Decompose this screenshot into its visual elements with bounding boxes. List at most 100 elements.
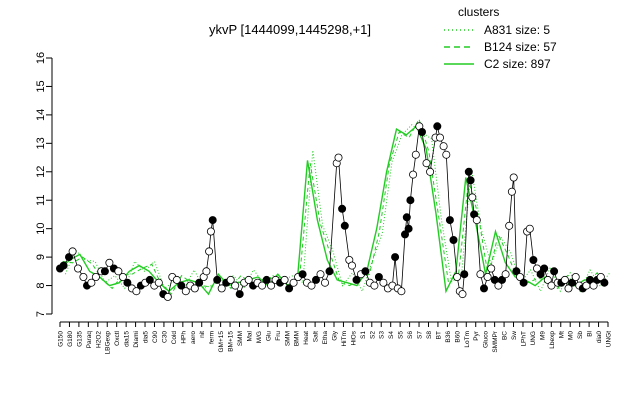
data-point-filled [235, 290, 244, 299]
x-tick-label: Gluco [483, 331, 490, 348]
data-point-filled [406, 196, 415, 205]
data-point-open [87, 278, 96, 287]
data-point-filled [352, 275, 361, 284]
data-point-filled [460, 270, 469, 279]
data-point-open [258, 281, 267, 290]
data-point-open [426, 167, 435, 176]
data-point-open [472, 216, 481, 225]
data-point-filled [433, 122, 442, 131]
data-point-filled [529, 255, 538, 264]
legend-title: clusters [458, 5, 499, 19]
x-tick-label: Paraq [86, 331, 93, 349]
data-point-open [505, 221, 514, 230]
data-point-open [74, 264, 83, 273]
data-point-open [307, 281, 316, 290]
x-tick-label: SMMPr [492, 330, 499, 353]
x-tick-label: S2 [369, 331, 376, 339]
data-point-open [494, 281, 503, 290]
data-point-filled [536, 270, 545, 279]
data-point-open [79, 272, 88, 281]
data-point-filled [177, 281, 186, 290]
x-tick-label: UNG [530, 331, 537, 345]
data-point-open [571, 272, 580, 281]
x-tick-label: S4 [388, 331, 395, 339]
x-tick-label: aero [190, 331, 197, 344]
data-point-filled [512, 267, 521, 276]
x-tick-label: Salt [313, 331, 320, 342]
data-point-filled [340, 221, 349, 230]
data-point-open [370, 281, 379, 290]
x-tick-label: M0 [568, 331, 575, 340]
data-point-filled [195, 278, 204, 287]
chart-title: ykvP [1444099,1445298,+1] [209, 22, 371, 37]
data-point-filled [145, 275, 154, 284]
data-point-open [422, 159, 431, 168]
legend-label: C2 size: 897 [484, 57, 551, 71]
data-point-open [468, 193, 477, 202]
data-point-filled [540, 264, 549, 273]
x-tick-label: G135 [76, 331, 83, 347]
x-tick-label: Sb [577, 331, 584, 339]
data-point-filled [466, 176, 475, 185]
x-tick-label: SMM [237, 331, 244, 346]
data-point-filled [338, 204, 347, 213]
x-tick-label: nit [199, 331, 206, 338]
data-point-filled [325, 267, 334, 276]
data-point-open [596, 272, 605, 281]
data-point-open [202, 267, 211, 276]
data-point-filled [298, 270, 307, 279]
x-tick-label: S3 [379, 331, 386, 339]
x-tick-label: S5 [398, 331, 405, 339]
data-point-open [206, 227, 215, 236]
data-point-open [397, 287, 406, 296]
legend-label: A831 size: 5 [484, 23, 550, 37]
data-point-open [509, 173, 518, 182]
data-point-open [226, 275, 235, 284]
x-tick-label: LPhT [520, 331, 527, 347]
data-point-filled [311, 275, 320, 284]
data-point-filled [391, 253, 400, 262]
data-point-filled [262, 275, 271, 284]
data-point-open [205, 247, 214, 256]
x-tick-label: GM+15 [218, 331, 225, 353]
data-point-open [280, 275, 289, 284]
x-tick-label: Heat [303, 331, 310, 345]
data-point-open [411, 150, 420, 159]
x-tick-label: Cold [171, 331, 178, 345]
data-point-open [91, 272, 100, 281]
data-point-open [316, 270, 325, 279]
y-tick-label: 8 [35, 282, 47, 288]
data-point-open [589, 281, 598, 290]
data-point-open [483, 272, 492, 281]
x-tick-label: HPh [180, 331, 187, 344]
data-point-open [181, 287, 190, 296]
x-tick-label: LBGexp [105, 331, 112, 355]
data-point-filled [402, 213, 411, 222]
data-point-filled [550, 267, 559, 276]
data-point-open [560, 275, 569, 284]
series-line-b124 [62, 117, 608, 295]
y-tick-label: 16 [35, 52, 47, 64]
y-tick-label: 15 [35, 80, 47, 92]
x-tick-label: dia5 [143, 331, 150, 344]
legend: clusters A831 size: 5 B124 size: 57 C2 siz… [444, 5, 557, 71]
x-tick-label: Gly [332, 330, 339, 341]
data-point-filled [404, 224, 413, 233]
y-tick-label: 7 [35, 311, 47, 317]
data-point-open [231, 281, 240, 290]
y-tick-label: 10 [35, 223, 47, 235]
data-point-open [487, 264, 496, 273]
data-point-filled [497, 275, 506, 284]
data-point-filled [600, 278, 609, 287]
data-point-open [163, 292, 172, 301]
x-tick-label: HiOs [350, 330, 357, 345]
x-tick-label: Diami [133, 331, 140, 348]
x-tick-label: HiTm [341, 331, 348, 347]
x-tick-label: Etha [322, 331, 329, 345]
data-point-open [564, 284, 573, 293]
data-point-open [476, 270, 485, 279]
data-point-filled [445, 216, 454, 225]
data-point-filled [285, 284, 294, 293]
data-point-open [453, 272, 462, 281]
